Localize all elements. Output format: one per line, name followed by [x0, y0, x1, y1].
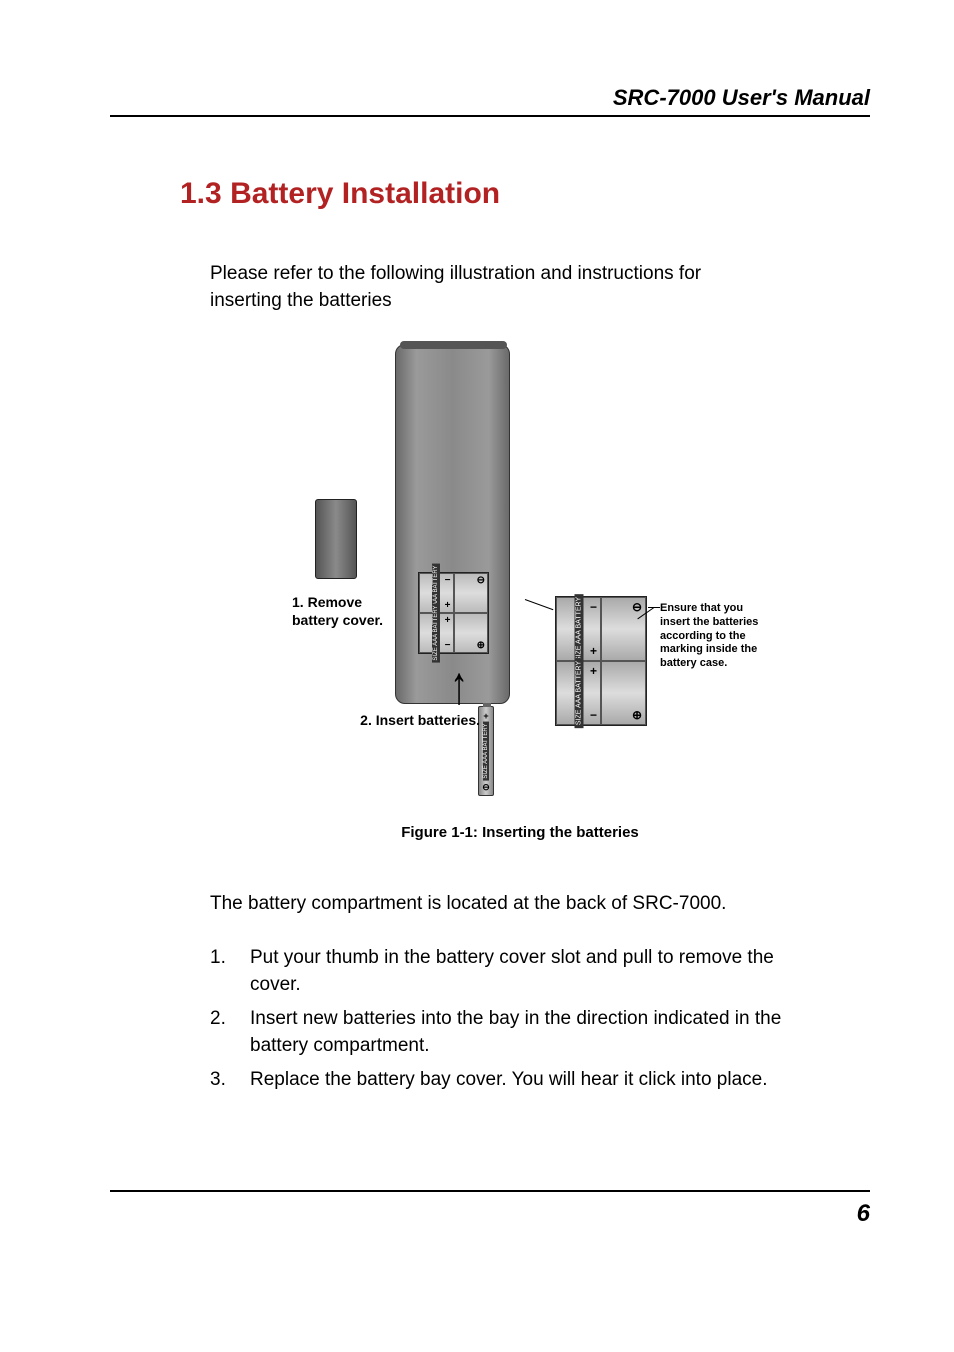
- step-item: 3. Replace the battery bay cover. You wi…: [210, 1066, 790, 1094]
- callout-num: 1.: [292, 594, 304, 610]
- page-content: SRC-7000 User's Manual 1.3 Battery Insta…: [110, 85, 870, 1100]
- plus-icon: +: [445, 615, 451, 626]
- bay-cell: SIZE AAA BATTERY + −: [419, 613, 454, 653]
- callout-text: Insert batteries.: [376, 712, 480, 728]
- battery-bay-small: SIZE AAA BATTERY − + ⊖ SIZE AAA BATTERY …: [418, 572, 489, 654]
- body-paragraph: The battery compartment is located at th…: [210, 891, 770, 918]
- figure-caption: Figure 1-1: Inserting the batteries: [170, 824, 870, 841]
- battery-label: SIZE AAA BATTERY: [432, 604, 440, 663]
- callout-polarity-note: Ensure that you insert the batteries acc…: [660, 602, 770, 671]
- battery-label: SIZE AAA BATTERY: [574, 594, 583, 664]
- steps-list: 1. Put your thumb in the battery cover s…: [210, 944, 790, 1094]
- callout-text: Remove battery cover.: [292, 594, 383, 628]
- callout-num: 2.: [360, 712, 372, 728]
- section-heading: 1.3 Battery Installation: [180, 177, 870, 211]
- detail-cell: ⊖: [601, 597, 646, 661]
- step-text: Put your thumb in the battery cover slot…: [250, 944, 790, 999]
- step-number: 2.: [210, 1005, 250, 1060]
- callout-insert-batteries: 2. Insert batteries.: [305, 712, 480, 730]
- minus-circle-icon: ⊖: [477, 575, 485, 586]
- minus-circle-icon: ⊖: [632, 600, 642, 614]
- minus-icon: −: [590, 708, 597, 722]
- step-text: Insert new batteries into the bay in the…: [250, 1005, 790, 1060]
- detail-cell: SIZE AAA BATTERY + −: [556, 661, 601, 725]
- page-number: 6: [857, 1200, 870, 1227]
- callout-line: [525, 599, 554, 610]
- plus-icon: +: [479, 711, 493, 721]
- step-text: Replace the battery bay cover. You will …: [250, 1066, 790, 1094]
- step-item: 1. Put your thumb in the battery cover s…: [210, 944, 790, 999]
- plus-circle-icon: ⊕: [477, 640, 485, 651]
- minus-icon: −: [590, 600, 597, 614]
- plus-circle-icon: ⊕: [632, 708, 642, 722]
- detail-cell: ⊕: [601, 661, 646, 725]
- callout-remove-cover: 1. Remove battery cover.: [292, 594, 392, 629]
- battery-label: SIZE AAA BATTERY: [483, 722, 489, 781]
- section-number: 1.3: [180, 177, 222, 210]
- step-item: 2. Insert new batteries into the bay in …: [210, 1005, 790, 1060]
- single-battery: + SIZE AAA BATTERY ⊖: [478, 706, 494, 796]
- battery-cover-shape: [315, 499, 357, 579]
- plus-icon: +: [590, 664, 597, 678]
- step-number: 1.: [210, 944, 250, 999]
- plus-icon: +: [445, 600, 451, 611]
- detail-cell: SIZE AAA BATTERY − +: [556, 597, 601, 661]
- manual-title: SRC-7000 User's Manual: [613, 85, 870, 110]
- page-footer: 6: [110, 1190, 870, 1228]
- step-number: 3.: [210, 1066, 250, 1094]
- minus-icon: −: [445, 575, 451, 586]
- bay-cell: ⊕: [454, 613, 489, 653]
- remote-top-edge: [400, 341, 507, 349]
- remote-body-shape: SIZE AAA BATTERY − + ⊖ SIZE AAA BATTERY …: [395, 344, 510, 704]
- battery-tip: [483, 703, 491, 707]
- plus-icon: +: [590, 644, 597, 658]
- battery-bay-detail: SIZE AAA BATTERY − + ⊖ SIZE AAA BATTERY …: [555, 596, 647, 726]
- battery-label: SIZE AAA BATTERY: [574, 658, 583, 728]
- intro-paragraph: Please refer to the following illustrati…: [210, 261, 770, 314]
- figure-illustration: SIZE AAA BATTERY − + ⊖ SIZE AAA BATTERY …: [260, 344, 780, 814]
- bay-cell: ⊖: [454, 573, 489, 613]
- minus-icon: ⊖: [479, 782, 493, 793]
- minus-icon: −: [445, 640, 451, 651]
- section-title-text: Battery Installation: [230, 177, 500, 210]
- running-header: SRC-7000 User's Manual: [110, 85, 870, 117]
